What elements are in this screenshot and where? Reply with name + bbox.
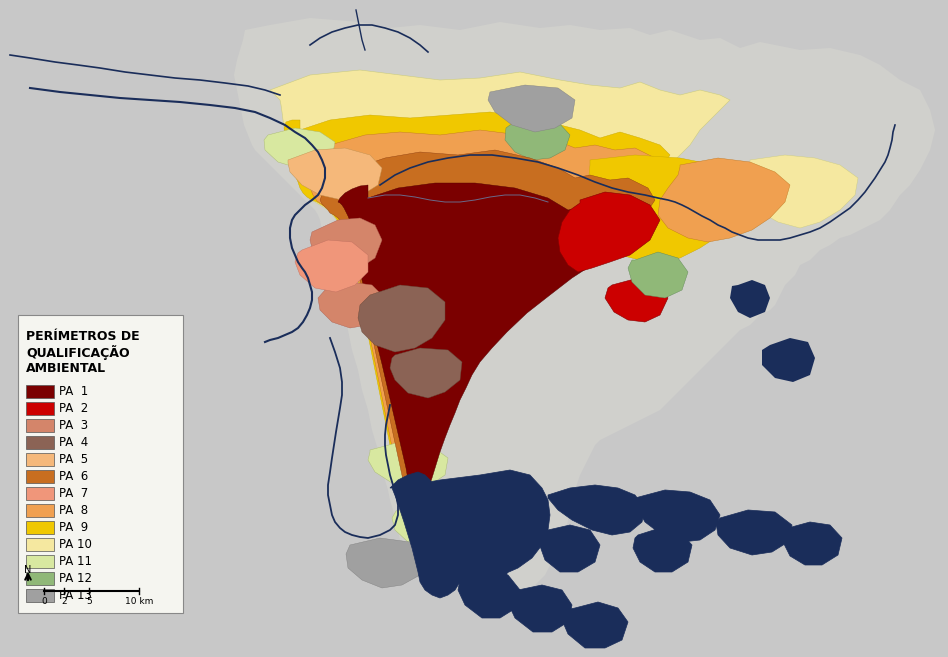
Polygon shape: [295, 240, 368, 292]
Polygon shape: [318, 282, 385, 328]
Text: 0: 0: [41, 597, 46, 606]
Text: PA  8: PA 8: [59, 504, 88, 517]
Bar: [26, 538, 54, 551]
Text: PA  2: PA 2: [59, 402, 88, 415]
Bar: [26, 572, 54, 585]
Text: PA  6: PA 6: [59, 470, 88, 483]
Text: 2: 2: [62, 597, 66, 606]
Text: PA  7: PA 7: [59, 487, 88, 500]
Polygon shape: [548, 485, 645, 535]
Polygon shape: [234, 18, 935, 602]
Polygon shape: [264, 128, 335, 168]
Polygon shape: [338, 183, 635, 520]
Polygon shape: [783, 522, 842, 565]
Polygon shape: [605, 278, 668, 322]
Text: PA  3: PA 3: [59, 419, 88, 432]
Polygon shape: [395, 470, 550, 578]
Polygon shape: [488, 85, 575, 132]
Text: PA  4: PA 4: [59, 436, 88, 449]
Polygon shape: [582, 155, 760, 262]
Text: PA 12: PA 12: [59, 572, 92, 585]
Polygon shape: [558, 192, 660, 272]
Bar: [26, 385, 54, 398]
Polygon shape: [310, 218, 382, 272]
Text: PA  1: PA 1: [59, 385, 88, 398]
Polygon shape: [288, 148, 382, 200]
Bar: [26, 589, 54, 602]
Bar: [26, 419, 54, 432]
Polygon shape: [320, 150, 655, 520]
Polygon shape: [562, 602, 628, 648]
Polygon shape: [284, 112, 670, 520]
Polygon shape: [505, 118, 570, 160]
Text: PA 10: PA 10: [59, 538, 92, 551]
Bar: [26, 470, 54, 483]
Polygon shape: [635, 490, 720, 542]
Polygon shape: [392, 502, 470, 548]
Text: 5: 5: [86, 597, 92, 606]
FancyBboxPatch shape: [18, 315, 183, 613]
Text: PA  5: PA 5: [59, 453, 88, 466]
Polygon shape: [628, 252, 688, 298]
Polygon shape: [458, 572, 520, 618]
Text: PA 11: PA 11: [59, 555, 92, 568]
Polygon shape: [390, 348, 462, 398]
Polygon shape: [540, 525, 600, 572]
Polygon shape: [730, 280, 770, 318]
Bar: [26, 504, 54, 517]
Text: PA 13: PA 13: [59, 589, 92, 602]
Polygon shape: [762, 338, 815, 382]
Polygon shape: [745, 155, 858, 228]
Polygon shape: [390, 472, 462, 598]
Bar: [26, 521, 54, 534]
Polygon shape: [303, 130, 665, 518]
Bar: [26, 436, 54, 449]
Polygon shape: [270, 70, 730, 525]
Polygon shape: [716, 510, 792, 555]
Polygon shape: [633, 528, 692, 572]
Bar: [26, 555, 54, 568]
Polygon shape: [508, 585, 572, 632]
Text: PERÍMETROS DE
QUALIFICAÇÃO
AMBIENTAL: PERÍMETROS DE QUALIFICAÇÃO AMBIENTAL: [26, 330, 139, 375]
Bar: [26, 453, 54, 466]
Polygon shape: [358, 285, 445, 352]
Bar: [26, 402, 54, 415]
Bar: [26, 487, 54, 500]
Polygon shape: [346, 538, 425, 588]
Polygon shape: [658, 158, 790, 242]
Polygon shape: [368, 442, 448, 488]
Polygon shape: [452, 552, 508, 595]
Text: 10 km: 10 km: [125, 597, 154, 606]
Text: PA  9: PA 9: [59, 521, 88, 534]
Text: N: N: [25, 565, 31, 575]
